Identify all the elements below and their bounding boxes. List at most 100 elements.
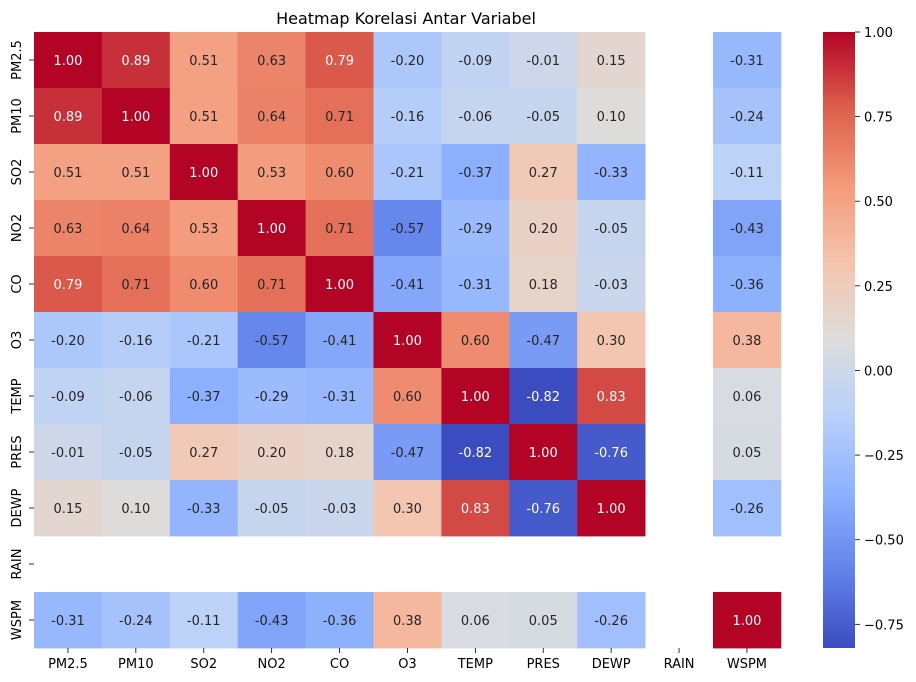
cell-value-label: 0.83 — [461, 502, 490, 517]
heatmap-cell — [237, 480, 306, 537]
cell-value-label: 0.53 — [189, 222, 218, 237]
heatmap-cell — [101, 592, 171, 649]
cell-value-label: 0.30 — [597, 334, 626, 349]
cell-value-label: -0.43 — [730, 222, 764, 237]
x-tick-label: DEWP — [592, 657, 631, 672]
cell-value-label: -0.57 — [255, 334, 289, 349]
cell-value-label: 0.10 — [121, 502, 150, 517]
cell-value-label: 1.00 — [189, 166, 218, 181]
cell-value-label: 0.79 — [325, 54, 354, 69]
heatmap-cell — [713, 312, 782, 369]
heatmap-cell — [577, 144, 646, 201]
heatmap-cell — [101, 368, 171, 425]
y-tick-label: NO2 — [10, 214, 25, 242]
cell-value-label: 0.51 — [53, 166, 82, 181]
heatmap-cell — [305, 480, 374, 537]
cell-value-label: 0.06 — [461, 614, 490, 629]
cell-value-label: 0.60 — [461, 334, 490, 349]
y-tick-label: PRES — [10, 435, 25, 468]
cell-value-label: -0.31 — [51, 614, 85, 629]
cell-value-label: -0.26 — [730, 502, 764, 517]
cell-value-label: 0.60 — [393, 390, 422, 405]
heatmap-cell — [577, 88, 646, 145]
heatmap-cell — [305, 144, 374, 201]
cell-value-label: 0.63 — [53, 222, 82, 237]
colorbar-tick-label: −0.50 — [864, 534, 904, 549]
cell-value-label: 0.53 — [257, 166, 286, 181]
heatmap-cell — [509, 424, 578, 481]
y-tick-label: DEWP — [10, 488, 25, 527]
heatmap-cell — [169, 88, 239, 145]
heatmap-cell — [237, 368, 306, 425]
cell-value-label: 0.71 — [325, 110, 354, 125]
cell-value-label: -0.21 — [187, 334, 221, 349]
x-tick-label: WSPM — [727, 657, 767, 672]
cell-value-label: 0.15 — [53, 502, 82, 517]
y-tick-label: O3 — [10, 331, 25, 350]
y-tick-label: RAIN — [10, 549, 25, 580]
heatmap-cell — [34, 592, 103, 649]
heatmap-cell — [169, 144, 239, 201]
heatmap-cell — [509, 200, 578, 257]
cell-value-label: 0.18 — [529, 278, 558, 293]
cell-value-label: -0.05 — [119, 446, 153, 461]
heatmap-cell — [577, 256, 646, 313]
heatmap-cell — [713, 368, 782, 425]
heatmap-cell — [441, 480, 510, 537]
heatmap-cell — [713, 480, 782, 537]
y-tick-label: PM10 — [10, 98, 25, 134]
heatmap-cell — [169, 200, 239, 257]
heatmap-cell — [101, 200, 171, 257]
x-tick-label: CO — [330, 657, 349, 672]
heatmap-cell — [713, 200, 782, 257]
y-tick-label: TEMP — [10, 378, 25, 414]
x-tick-labels: PM2.5 PM10 SO2 NO2 CO O3 TEMP PRES DEWP RAIN WSPM — [48, 648, 767, 672]
heatmap-cell — [373, 200, 442, 257]
cell-value-label: -0.03 — [594, 278, 628, 293]
cell-value-label: 0.71 — [121, 278, 150, 293]
heatmap-cell — [169, 32, 239, 89]
heatmap-cell — [373, 32, 442, 89]
cell-value-label: -0.31 — [730, 54, 764, 69]
cell-value-label: -0.05 — [594, 222, 628, 237]
colorbar-tick-label: 0.50 — [864, 195, 893, 210]
cell-value-label: -0.01 — [51, 446, 85, 461]
cell-value-label: -0.29 — [255, 390, 289, 405]
heatmap-cell — [305, 424, 374, 481]
cell-value-label: -0.33 — [187, 502, 221, 517]
cell-value-label: 1.00 — [53, 54, 82, 69]
cell-value-label: -0.36 — [323, 614, 357, 629]
cell-value-label: 0.20 — [529, 222, 558, 237]
heatmap-cell — [34, 88, 103, 145]
x-tick-label: TEMP — [457, 657, 493, 672]
heatmap-cell — [509, 256, 578, 313]
heatmap-cell — [305, 88, 374, 145]
cell-value-label: -0.41 — [391, 278, 425, 293]
cell-value-label: 0.79 — [53, 278, 82, 293]
y-tick-labels: PM2.5 PM10 SO2 NO2 CO O3 TEMP PRES DEWP RAIN WSPM — [10, 40, 34, 640]
cell-value-label: 1.00 — [461, 390, 490, 405]
cell-value-label: -0.24 — [119, 614, 153, 629]
cell-value-label: -0.06 — [119, 390, 153, 405]
cell-value-label: -0.33 — [594, 166, 628, 181]
cell-value-label: -0.43 — [255, 614, 289, 629]
heatmap-cell — [237, 144, 306, 201]
heatmap-cell — [577, 200, 646, 257]
cell-value-label: 0.89 — [53, 110, 82, 125]
x-tick-label: PM10 — [118, 657, 154, 672]
heatmap-cells: 1.00 0.89 0.51 0.63 0.79 -0.20 -0.09 -0.01 0.15 -… — [34, 32, 782, 649]
colorbar-ticks: 1.00 0.75 0.50 0.25 0.00 −0.25 −0.50 −0.75 — [855, 26, 904, 633]
heatmap-cell — [305, 200, 374, 257]
heatmap-cell — [305, 256, 374, 313]
heatmap-cell — [577, 424, 646, 481]
heatmap-cell — [713, 256, 782, 313]
cell-value-label: -0.11 — [187, 614, 221, 629]
cell-value-label: 0.71 — [325, 222, 354, 237]
heatmap-cell — [509, 480, 578, 537]
cell-value-label: -0.82 — [526, 390, 560, 405]
heatmap-cell — [169, 368, 239, 425]
y-tick-label: SO2 — [10, 159, 25, 186]
cell-value-label: 1.00 — [732, 614, 761, 629]
cell-value-label: 0.83 — [597, 390, 626, 405]
heatmap-cell — [373, 256, 442, 313]
